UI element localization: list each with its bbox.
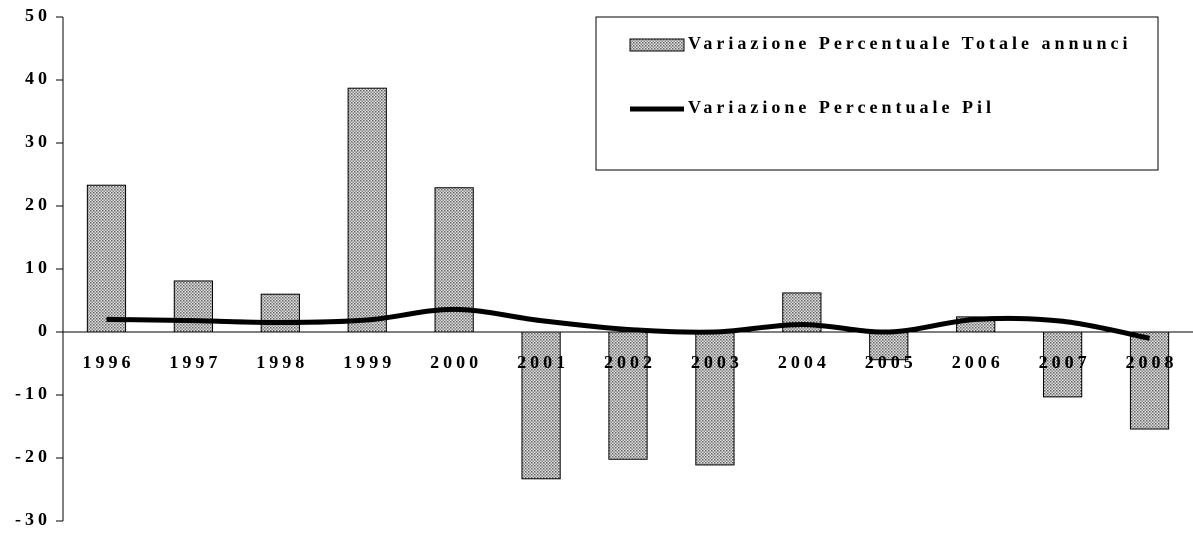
x-tick-label: 1998 <box>256 352 308 372</box>
x-tick-label: 2006 <box>952 352 1004 372</box>
y-tick-label: 10 <box>25 257 51 277</box>
bar <box>173 280 214 333</box>
x-tick-label: 2005 <box>865 352 917 372</box>
x-tick-label: 2000 <box>430 352 482 372</box>
bar <box>347 87 387 333</box>
legend-swatch <box>629 38 685 52</box>
y-tick-label: 30 <box>25 131 51 151</box>
y-tick-label: 40 <box>25 68 51 88</box>
x-tick-label: 2008 <box>1126 352 1178 372</box>
bar <box>260 293 300 333</box>
line <box>106 306 1151 341</box>
y-tick-label: -10 <box>15 383 51 403</box>
x-tick-label: 2001 <box>517 352 569 372</box>
x-tick-label: 1999 <box>343 352 395 372</box>
bar <box>695 331 735 466</box>
y-tick-label: 50 <box>25 5 51 25</box>
legend-label: Variazione Percentuale Pil <box>688 97 995 117</box>
y-tick-label: -30 <box>15 509 51 529</box>
bar <box>1129 331 1170 430</box>
x-tick-label: 2003 <box>691 352 743 372</box>
legend-box <box>595 16 1159 171</box>
x-tick-label: 2002 <box>604 352 656 372</box>
x-tick-label: 2004 <box>778 352 830 372</box>
y-tick-label: -20 <box>15 446 51 466</box>
legend-label: Variazione Percentuale Totale annunci <box>688 33 1132 53</box>
y-tick-label: 0 <box>38 320 51 340</box>
bar <box>86 184 127 333</box>
x-tick-label: 1996 <box>82 352 134 372</box>
x-tick-label: 2007 <box>1039 352 1091 372</box>
x-tick-label: 1997 <box>169 352 221 372</box>
bar <box>608 331 648 460</box>
bar <box>1042 331 1083 398</box>
bar <box>521 331 561 480</box>
y-tick-label: 20 <box>25 194 51 214</box>
